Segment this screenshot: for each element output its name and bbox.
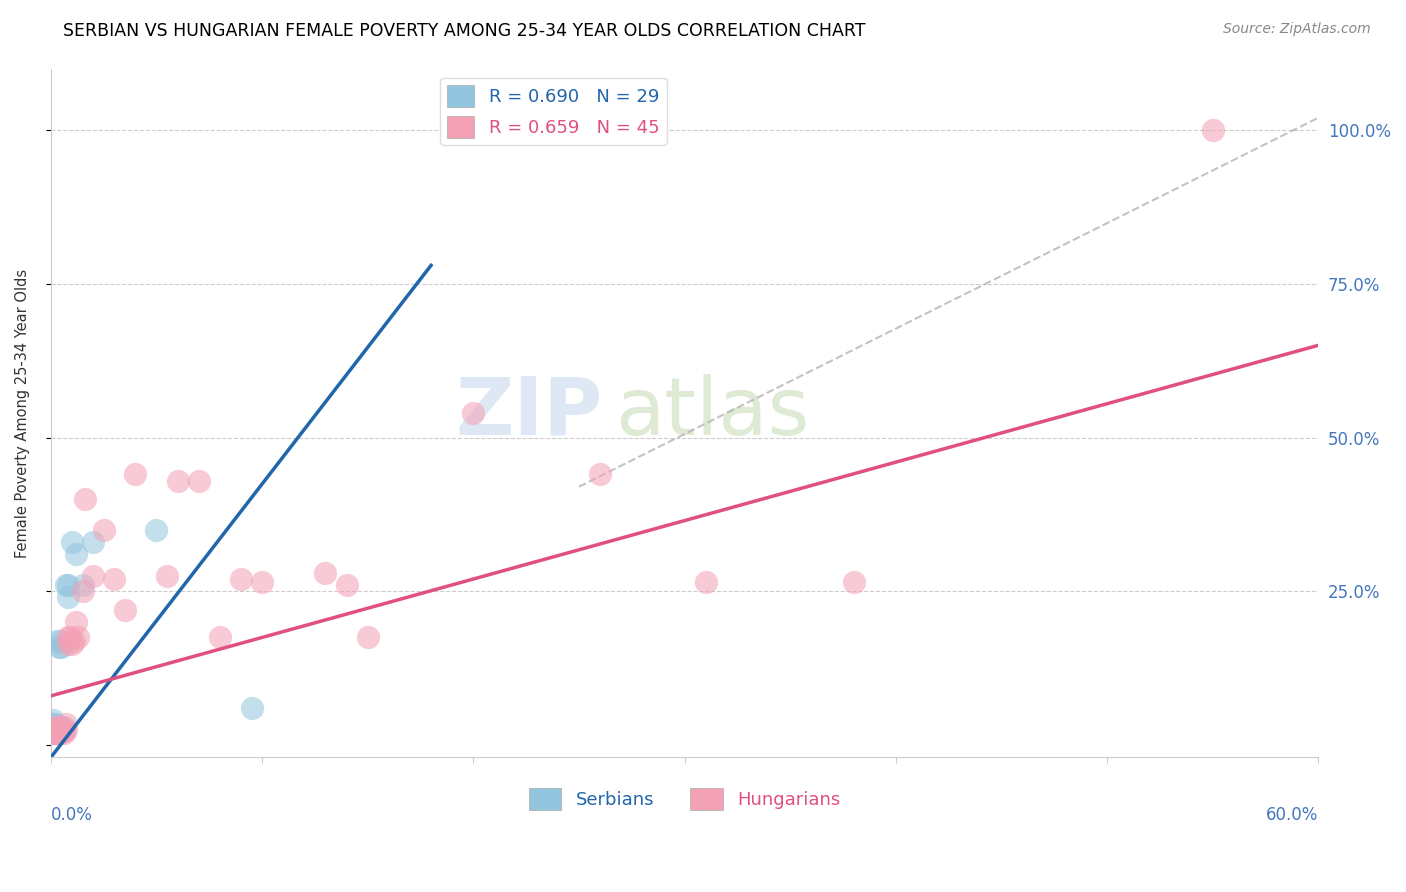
Point: [114, 603, 136, 617]
Point: [695, 575, 717, 590]
Point: [103, 572, 125, 586]
Point: [250, 575, 273, 590]
Point: [52, 726, 75, 740]
Point: [59, 631, 82, 645]
Y-axis label: Female Poverty Among 25-34 Year Olds: Female Poverty Among 25-34 Year Olds: [15, 268, 30, 558]
Point: [44, 726, 66, 740]
Point: [56, 631, 79, 645]
Point: [463, 406, 485, 420]
Text: ZIP: ZIP: [456, 374, 602, 452]
Point: [51, 726, 73, 740]
Point: [72, 584, 94, 599]
Point: [44, 720, 66, 734]
Point: [82, 535, 104, 549]
Point: [46, 726, 69, 740]
Point: [156, 569, 179, 583]
Point: [48, 723, 70, 737]
Point: [65, 548, 87, 562]
Point: [72, 578, 94, 592]
Point: [51, 723, 73, 737]
Point: [65, 615, 87, 629]
Point: [166, 474, 188, 488]
Point: [589, 467, 612, 482]
Point: [52, 723, 75, 737]
Point: [51, 640, 73, 654]
Point: [73, 491, 96, 506]
Point: [240, 701, 263, 715]
Point: [52, 723, 75, 737]
Text: atlas: atlas: [614, 374, 810, 452]
Point: [46, 633, 69, 648]
Point: [145, 523, 167, 537]
Point: [56, 578, 79, 592]
Point: [82, 569, 104, 583]
Point: [51, 720, 73, 734]
Point: [60, 637, 83, 651]
Point: [357, 631, 380, 645]
Point: [44, 716, 66, 731]
Text: 0.0%: 0.0%: [51, 805, 93, 823]
Point: [46, 720, 69, 734]
Text: Source: ZipAtlas.com: Source: ZipAtlas.com: [1223, 22, 1371, 37]
Point: [1201, 123, 1223, 137]
Point: [46, 720, 69, 734]
Point: [314, 566, 336, 580]
Point: [60, 535, 83, 549]
Point: [187, 474, 209, 488]
Point: [124, 467, 146, 482]
Point: [55, 723, 77, 737]
Point: [51, 633, 73, 648]
Point: [55, 716, 77, 731]
Point: [56, 591, 79, 605]
Point: [229, 572, 252, 586]
Point: [335, 578, 357, 592]
Point: [42, 716, 65, 731]
Point: [46, 723, 69, 737]
Point: [48, 726, 70, 740]
Text: 60.0%: 60.0%: [1265, 805, 1319, 823]
Point: [52, 720, 75, 734]
Point: [67, 631, 90, 645]
Point: [46, 726, 69, 740]
Point: [63, 633, 86, 648]
Point: [42, 714, 65, 728]
Point: [48, 640, 70, 654]
Point: [55, 578, 77, 592]
Point: [46, 723, 69, 737]
Point: [51, 720, 73, 734]
Point: [44, 723, 66, 737]
Point: [48, 726, 70, 740]
Point: [842, 575, 865, 590]
Point: [93, 523, 115, 537]
Point: [56, 637, 79, 651]
Point: [44, 720, 66, 734]
Point: [42, 720, 65, 734]
Legend: Serbians, Hungarians: Serbians, Hungarians: [522, 780, 848, 817]
Point: [51, 723, 73, 737]
Point: [42, 726, 65, 740]
Text: SERBIAN VS HUNGARIAN FEMALE POVERTY AMONG 25-34 YEAR OLDS CORRELATION CHART: SERBIAN VS HUNGARIAN FEMALE POVERTY AMON…: [63, 22, 866, 40]
Point: [44, 726, 66, 740]
Point: [48, 723, 70, 737]
Point: [42, 723, 65, 737]
Point: [44, 723, 66, 737]
Point: [208, 631, 231, 645]
